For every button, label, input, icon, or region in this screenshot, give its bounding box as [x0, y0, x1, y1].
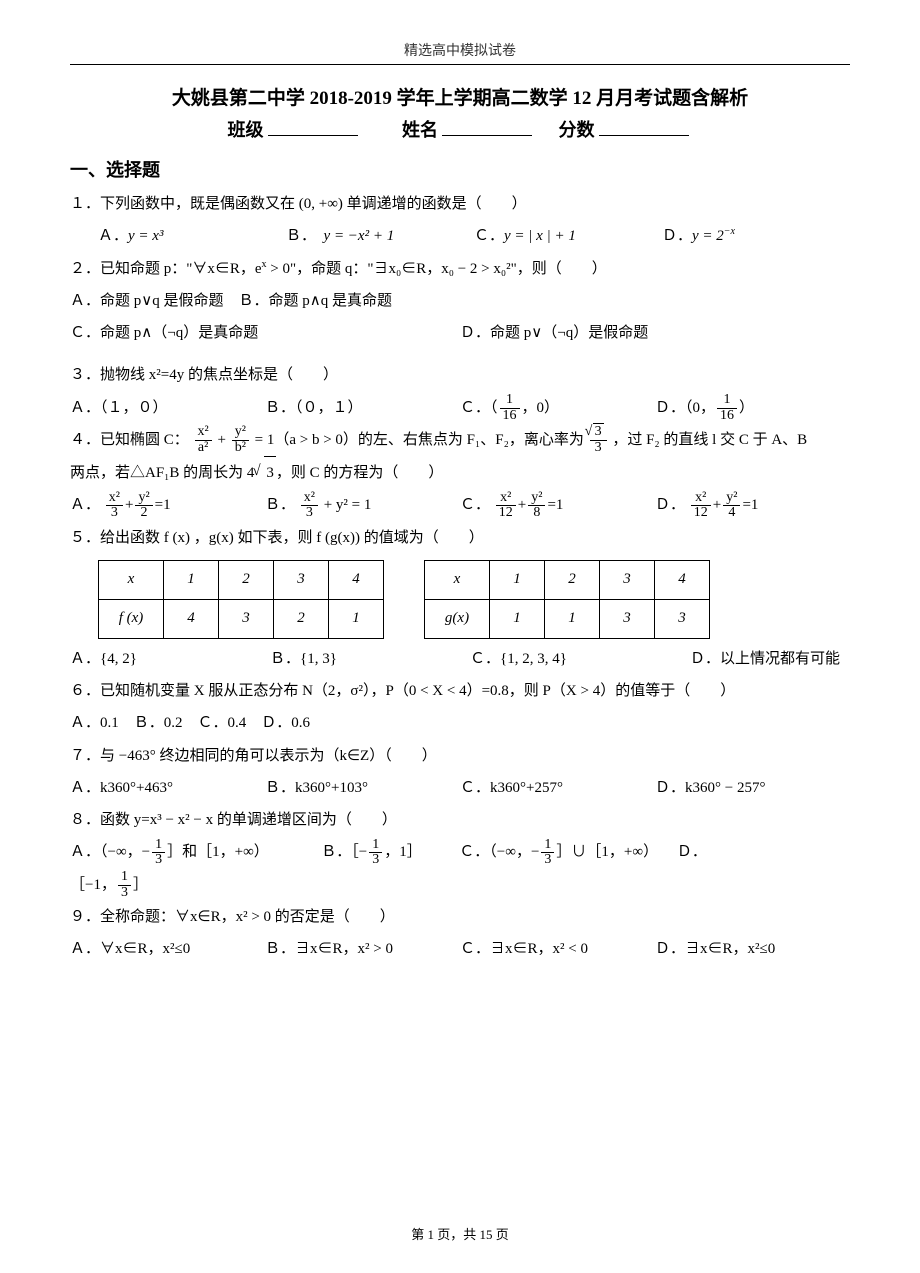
exam-subtitle: 班级 姓名 分数 [70, 116, 850, 142]
q5-opt-d: Ｄ．以上情况都有可能 [690, 643, 850, 675]
q7-options: Ａ．k360°+463° Ｂ．k360°+103° Ｃ．k360°+257° Ｄ… [70, 772, 850, 804]
q7-opt-a: Ａ．k360°+463° [70, 772, 265, 804]
q4-stem-line1: ４．已知椭圆 C： x²a² + y²b² = 1（a > b > 0）的左、右… [70, 424, 850, 456]
q5-stem: ５．给出函数 f (x) ，g(x) 如下表，则 f (g(x)) 的值域为（ … [70, 522, 850, 554]
q9-opt-a: Ａ．∀x∈R，x²≤0 [70, 933, 265, 965]
q4-options: Ａ． x²3+y²2=1 Ｂ． x²3 + y² = 1 Ｃ． x²12+y²8… [70, 489, 850, 521]
q3-opt-c: Ｃ．（116，0） [460, 392, 655, 424]
q8-options-line2: ［−1，13］ [70, 869, 850, 901]
q8-opt-d-prefix: Ｄ． [677, 844, 707, 860]
q9-opt-b: Ｂ．∃x∈R，x² > 0 [265, 933, 460, 965]
q8-opt-b: Ｂ．［−13，1］ [321, 844, 425, 860]
q5-tables: x 1234 f (x) 4321 x 1234 g(x) 1133 [98, 560, 850, 639]
q4-opt-d: Ｄ． x²12+y²4=1 [655, 489, 850, 521]
q3-opt-b: Ｂ．（０，１） [265, 392, 460, 424]
q1-opt-c: Ｃ．y = | x | + 1 [474, 220, 662, 252]
q8-opt-a: Ａ．（−∞，−13］和［1，+∞） [70, 844, 273, 860]
q5-opt-b: Ｂ．{1, 3} [270, 643, 470, 675]
q2-opt-c: Ｃ．命题 p∧（¬q）是真命题 [70, 317, 460, 349]
q1-stem: １．下列函数中，既是偶函数又在 (0, +∞) 单调递增的函数是（ ） [70, 188, 850, 220]
exam-title: 大姚县第二中学 2018-2019 学年上学期高二数学 12 月月考试题含解析 [70, 83, 850, 110]
q2-opts-cd: Ｃ．命题 p∧（¬q）是真命题 Ｄ．命题 p∨（¬q）是假命题 [70, 317, 850, 349]
q8-stem: ８．函数 y=x³ − x² − x 的单调递增区间为（ ） [70, 804, 850, 836]
q8-opt-c: Ｃ．（−∞，−13］∪［1，+∞） [459, 844, 662, 860]
q8-options-line1: Ａ．（−∞，−13］和［1，+∞） Ｂ．［−13，1］ Ｃ．（−∞，−13］∪［… [70, 836, 850, 868]
q2-stem: ２．已知命题 p："∀x∈R，ex > 0"，命题 q："∃x₀∈R，x₀ − … [70, 253, 850, 285]
q9-opt-c: Ｃ．∃x∈R，x² < 0 [460, 933, 655, 965]
q9-options: Ａ．∀x∈R，x²≤0 Ｂ．∃x∈R，x² > 0 Ｃ．∃x∈R，x² < 0 … [70, 933, 850, 965]
header-rule [70, 64, 850, 65]
q5-table-g: x 1234 g(x) 1133 [424, 560, 710, 639]
q1-opt-b: Ｂ． y = −x² + 1 [286, 220, 474, 252]
q5-table-f: x 1234 f (x) 4321 [98, 560, 384, 639]
q1-opt-a: Ａ．y = x³ [98, 220, 286, 252]
q1-options: Ａ．y = x³ Ｂ． y = −x² + 1 Ｃ．y = | x | + 1 … [70, 220, 850, 252]
name-label: 姓名 [402, 120, 438, 140]
q9-stem: ９．全称命题：∀x∈R，x² > 0 的否定是（ ） [70, 901, 850, 933]
name-blank [442, 121, 532, 136]
class-label: 班级 [228, 120, 264, 140]
page-footer: 第 1 页，共 15 页 [0, 1224, 920, 1243]
q6-options: Ａ．0.1 Ｂ．0.2 Ｃ．0.4 Ｄ．0.6 [70, 707, 850, 739]
page-header: 精选高中模拟试卷 [70, 40, 850, 60]
q7-opt-b: Ｂ．k360°+103° [265, 772, 460, 804]
q3-opt-a: Ａ．（１，０） [70, 392, 265, 424]
q4-opt-c: Ｃ． x²12+y²8=1 [460, 489, 655, 521]
q7-opt-c: Ｃ．k360°+257° [460, 772, 655, 804]
score-label: 分数 [559, 120, 595, 140]
q3-stem: ３．抛物线 x²=4y 的焦点坐标是（ ） [70, 359, 850, 391]
q2-opt-d: Ｄ．命题 p∨（¬q）是假命题 [460, 317, 850, 349]
q5-opt-c: Ｃ．{1, 2, 3, 4} [470, 643, 690, 675]
q2-opts-ab: Ａ．命题 p∨q 是假命题 Ｂ．命题 p∧q 是真命题 [70, 285, 850, 317]
q1-opt-d: Ｄ．y = 2−x [662, 220, 850, 252]
q9-opt-d: Ｄ．∃x∈R，x²≤0 [655, 933, 850, 965]
q4-stem-line2: 两点，若△AF₁B 的周长为 43，则 C 的方程为（ ） [70, 456, 850, 489]
q6-stem: ６．已知随机变量 X 服从正态分布 N（2，σ²），P（0 < X < 4）=0… [70, 675, 850, 707]
q3-opt-d: Ｄ．（0，116） [655, 392, 850, 424]
q7-opt-d: Ｄ．k360° − 257° [655, 772, 850, 804]
q5-options: Ａ．{4, 2} Ｂ．{1, 3} Ｃ．{1, 2, 3, 4} Ｄ．以上情况都… [70, 643, 850, 675]
q7-stem: ７．与 −463° 终边相同的角可以表示为（k∈Z）（ ） [70, 740, 850, 772]
q4-opt-a: Ａ． x²3+y²2=1 [70, 489, 265, 521]
q4-opt-b: Ｂ． x²3 + y² = 1 [265, 489, 460, 521]
q5-opt-a: Ａ．{4, 2} [70, 643, 270, 675]
q3-options: Ａ．（１，０） Ｂ．（０，１） Ｃ．（116，0） Ｄ．（0，116） [70, 392, 850, 424]
score-blank [599, 121, 689, 136]
section-1-heading: 一、选择题 [70, 156, 850, 182]
class-blank [268, 121, 358, 136]
